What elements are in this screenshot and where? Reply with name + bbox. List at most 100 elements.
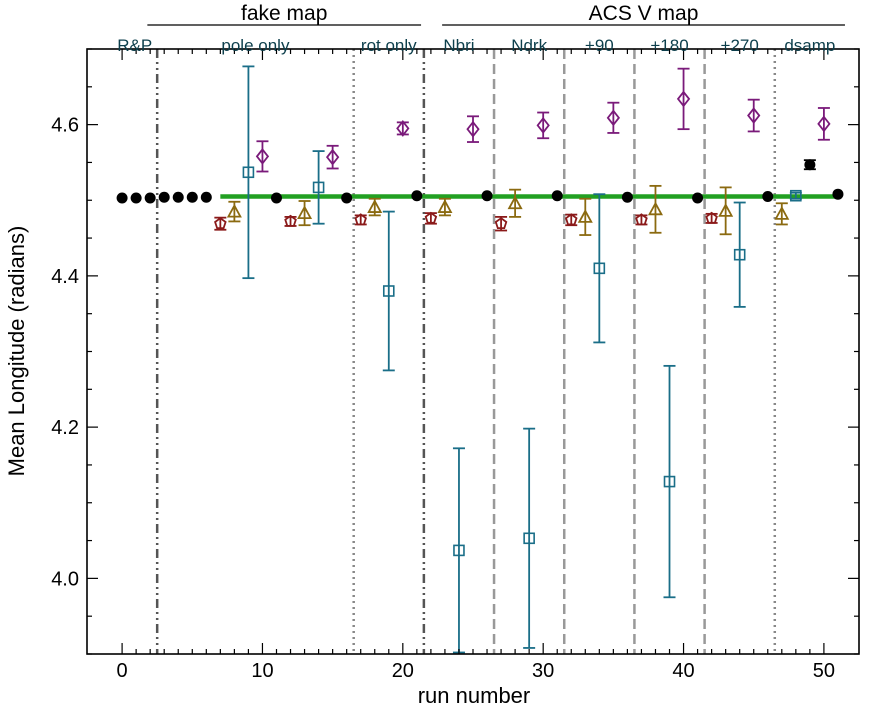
circle-marker	[692, 192, 704, 204]
circle-marker	[762, 190, 774, 202]
circle-marker	[411, 190, 423, 202]
section-label: +270	[721, 36, 759, 55]
data-point	[718, 186, 734, 236]
diamond-marker	[466, 120, 480, 138]
triangle-marker	[226, 203, 242, 218]
data-point	[564, 213, 578, 227]
data-point	[832, 188, 844, 200]
data-point	[354, 213, 367, 226]
triangle-marker	[647, 201, 663, 216]
data-point	[621, 191, 633, 203]
circle-marker	[551, 190, 563, 202]
triangle-marker	[297, 205, 313, 220]
square-marker	[523, 532, 535, 545]
section-label: rot only	[361, 36, 417, 55]
data-point	[226, 200, 242, 223]
data-point	[396, 119, 410, 137]
square-marker	[312, 181, 325, 194]
data-point	[494, 215, 508, 232]
circle-marker	[481, 190, 493, 202]
y-axis-title: Mean Longitude (radians)	[4, 226, 29, 477]
section-label: pole only	[221, 36, 290, 55]
pentagon-marker	[354, 213, 367, 226]
section-label: +90	[585, 36, 614, 55]
diamond-marker	[536, 116, 550, 134]
data-point	[172, 191, 184, 203]
data-point	[789, 189, 802, 202]
series-1	[214, 211, 718, 232]
data-point	[466, 115, 480, 143]
section-label: Nbri	[443, 36, 474, 55]
circle-marker	[116, 192, 128, 204]
data-point	[325, 144, 340, 170]
square-marker	[382, 285, 395, 297]
data-point	[705, 211, 718, 224]
square-marker	[733, 248, 746, 261]
section-label: +180	[650, 36, 688, 55]
triangle-marker	[367, 199, 383, 213]
triangle-marker	[577, 209, 593, 223]
axis-ticks: 0 10 20 30 40 50 4.0 4.2 4.4 4.6	[51, 48, 859, 682]
pentagon-marker	[424, 211, 438, 224]
diamond-marker	[255, 147, 270, 165]
square-marker	[242, 166, 255, 179]
group-label: ACS V map	[589, 2, 699, 25]
data-point	[270, 192, 282, 204]
x-tick-label: 30	[532, 660, 554, 682]
data-point	[144, 192, 156, 204]
circle-marker	[172, 191, 184, 203]
diamond-marker	[817, 115, 831, 133]
data-point	[158, 191, 170, 203]
circle-marker	[186, 191, 198, 203]
triangle-marker	[437, 199, 453, 213]
data-point	[663, 364, 676, 599]
circle-marker	[144, 192, 156, 204]
pentagon-marker	[494, 217, 508, 230]
data-point	[803, 159, 816, 171]
y-tick-label: 4.0	[51, 568, 79, 590]
square-marker	[593, 262, 606, 275]
data-point	[647, 184, 663, 234]
chart-labels: fake map ACS V map R&P pole only rot only Nbr…	[117, 2, 845, 55]
data-point	[297, 200, 313, 227]
data-point	[452, 447, 465, 654]
x-tick-label: 40	[672, 660, 694, 682]
section-dividers	[155, 49, 777, 654]
pentagon-marker	[635, 213, 648, 226]
data-point	[312, 150, 325, 225]
data-point	[593, 193, 606, 344]
diamond-marker	[676, 90, 691, 108]
data-point	[411, 190, 423, 202]
series-2	[226, 184, 790, 236]
data-point	[762, 190, 774, 202]
pentagon-marker	[564, 213, 578, 226]
data-point	[733, 201, 746, 308]
circle-marker	[158, 191, 170, 203]
data-point	[536, 111, 550, 140]
diamond-marker	[325, 148, 340, 166]
data-point	[130, 192, 142, 204]
data-point	[523, 427, 536, 649]
data-point	[481, 190, 493, 202]
data-point	[382, 210, 395, 372]
data-point	[635, 213, 648, 226]
data-point	[747, 98, 761, 133]
circle-marker	[270, 192, 282, 204]
square-marker	[663, 475, 676, 488]
section-label: R&P	[117, 36, 152, 55]
data-point	[606, 101, 621, 134]
data-point	[817, 107, 831, 141]
pentagon-marker	[284, 214, 297, 227]
square-marker	[453, 544, 465, 557]
data-point	[551, 190, 563, 202]
section-label: dsamp	[784, 36, 835, 55]
x-tick-label: 50	[813, 660, 835, 682]
x-axis-title: run number	[418, 683, 531, 708]
y-tick-label: 4.2	[51, 417, 79, 439]
data-point	[507, 188, 523, 218]
y-tick-label: 4.4	[51, 266, 79, 288]
data-point	[200, 191, 212, 203]
circle-marker	[804, 159, 816, 171]
section-label: Ndrk	[511, 36, 547, 55]
